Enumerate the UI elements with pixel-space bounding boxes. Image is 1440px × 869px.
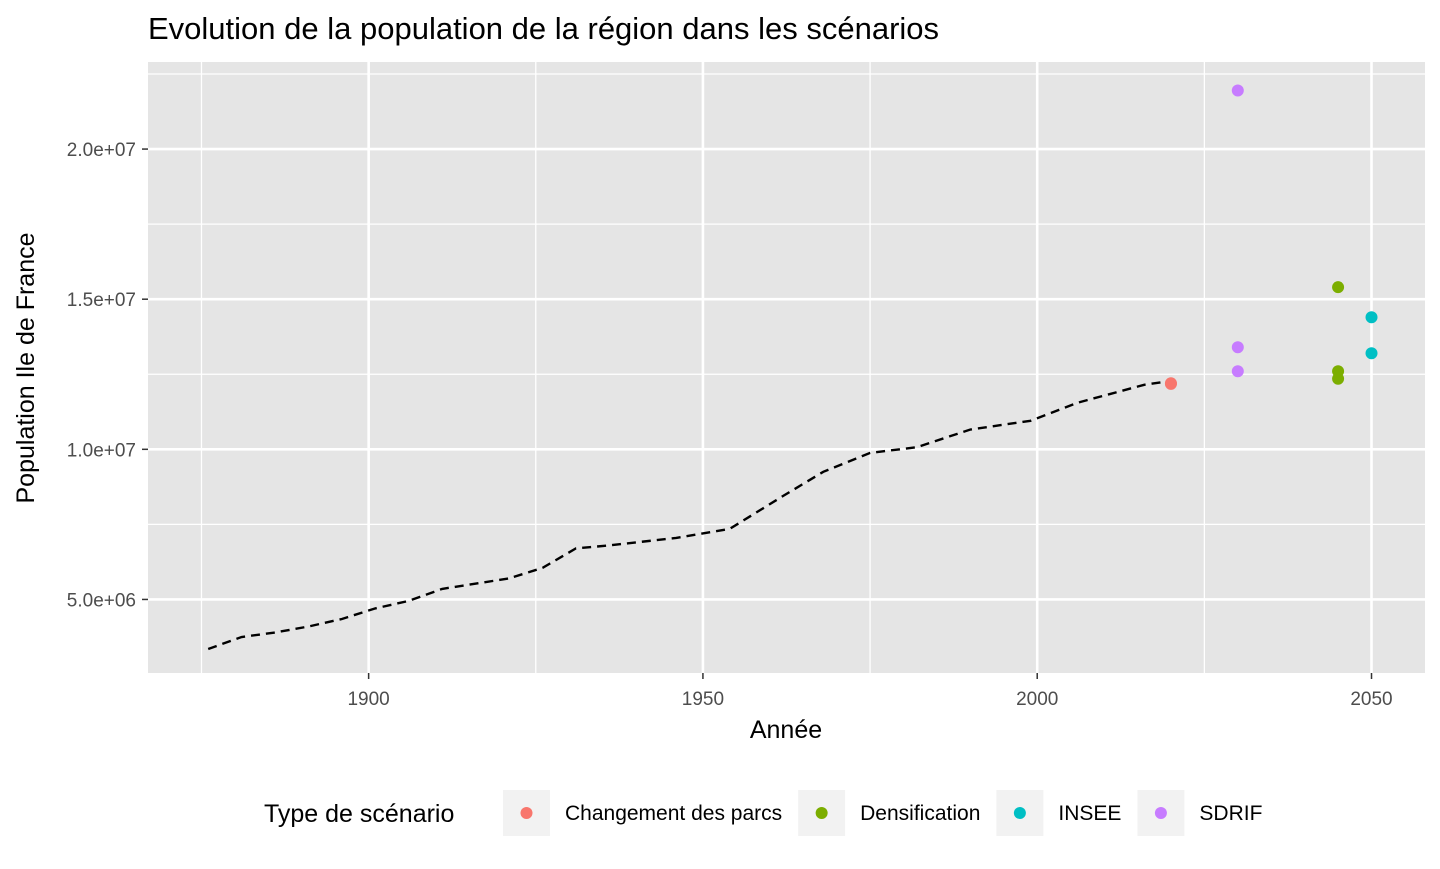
chart-title: Evolution de la population de la région … bbox=[148, 11, 939, 46]
legend-symbol bbox=[815, 807, 828, 819]
data-point bbox=[1365, 347, 1378, 360]
historical-population-line bbox=[207, 380, 1165, 651]
y-tick-label: 1.5e+07 bbox=[67, 290, 136, 311]
panel-background bbox=[148, 62, 1425, 673]
data-point bbox=[1231, 341, 1244, 354]
legend-label: SDRIF bbox=[1199, 802, 1262, 825]
gridlines bbox=[148, 62, 1425, 673]
x-tick-label: 2050 bbox=[1350, 689, 1392, 710]
data-point bbox=[1332, 281, 1345, 294]
legend-label: Densification bbox=[860, 802, 980, 825]
data-point bbox=[1231, 365, 1244, 378]
x-tick-label: 2000 bbox=[1016, 689, 1058, 710]
data-point bbox=[1231, 84, 1244, 97]
data-point bbox=[1365, 311, 1378, 324]
historical-line-layer bbox=[207, 380, 1165, 651]
x-tick-label: 1900 bbox=[347, 689, 389, 710]
y-tick-label: 1.0e+07 bbox=[67, 440, 136, 461]
legend-label: INSEE bbox=[1058, 802, 1121, 825]
legend-title: Type de scénario bbox=[264, 800, 454, 828]
x-tick-label: 1950 bbox=[682, 689, 724, 710]
data-point bbox=[1164, 377, 1177, 390]
legend-symbol bbox=[1154, 807, 1167, 819]
y-tick-label: 5.0e+06 bbox=[67, 590, 136, 611]
points-layer bbox=[1164, 84, 1378, 390]
x-axis-title: Année bbox=[750, 716, 822, 744]
legend-symbol bbox=[1013, 807, 1026, 819]
legend-symbol bbox=[520, 807, 533, 819]
plot-panel bbox=[148, 62, 1425, 673]
legend-label: Changement des parcs bbox=[565, 802, 782, 825]
axis-ticks: 1900 1950 2000 2050 5.0e+06 1.0e+07 1.5e+07 2.0… bbox=[67, 140, 1393, 710]
legend: Type de scénario Changement des parcs Den… bbox=[264, 790, 1262, 836]
y-axis-title: Population Ile de France bbox=[12, 232, 40, 503]
y-tick-label: 2.0e+07 bbox=[67, 140, 136, 161]
data-point bbox=[1332, 372, 1345, 385]
